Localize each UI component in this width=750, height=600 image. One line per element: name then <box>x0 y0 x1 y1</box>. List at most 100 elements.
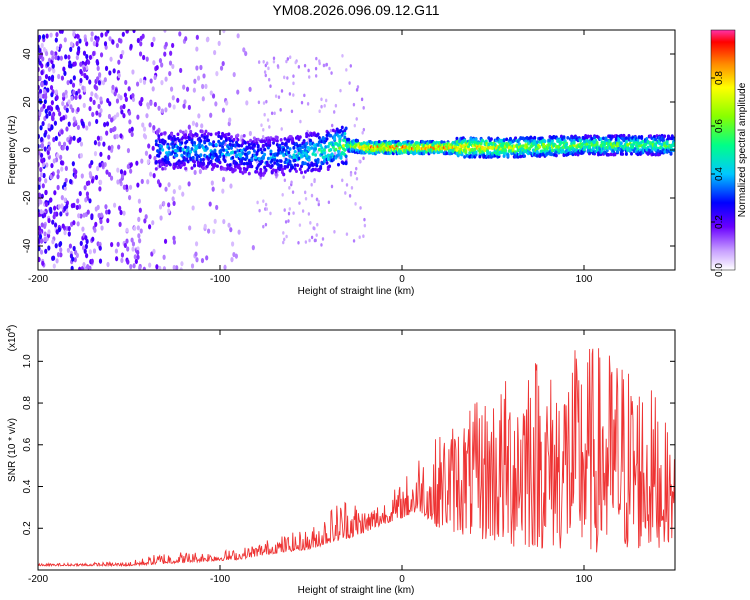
heatmap-cell <box>198 145 202 150</box>
heatmap-cell <box>291 190 295 194</box>
heatmap-cell <box>330 184 334 189</box>
heatmap-cell <box>74 90 79 97</box>
heatmap-cell <box>519 154 523 159</box>
heatmap-cell <box>142 54 146 61</box>
heatmap-cell <box>298 201 301 205</box>
heatmap-cell <box>49 32 53 38</box>
heatmap-cell <box>459 147 463 151</box>
heatmap-cell <box>139 41 143 47</box>
heatmap-cell <box>49 84 54 91</box>
heatmap-cell <box>521 144 525 148</box>
heatmap-cell <box>43 212 47 218</box>
heatmap-cell <box>586 134 590 139</box>
heatmap-cell <box>278 146 282 151</box>
heatmap-cell <box>200 129 204 134</box>
heatmap-cell <box>313 179 316 184</box>
heatmap-cell <box>54 54 58 60</box>
heatmap-cell <box>565 142 569 147</box>
heatmap-cell <box>363 217 366 222</box>
heatmap-cell <box>107 209 111 215</box>
snr-ytick-label: 1.0 <box>22 354 33 368</box>
heatmap-cell <box>98 258 103 264</box>
heatmap-cell <box>585 142 589 146</box>
heatmap-cell <box>219 65 224 71</box>
heatmap-cell <box>43 88 47 95</box>
heatmap-cell <box>58 111 62 117</box>
heatmap-cell <box>286 76 289 80</box>
heatmap-cell <box>44 189 48 196</box>
heatmap-cell <box>85 180 90 187</box>
heatmap-cell <box>306 168 310 172</box>
heatmap-cell <box>651 152 655 157</box>
heatmap-cell <box>280 167 284 172</box>
heatmap-cell <box>265 207 269 211</box>
heatmap-cell <box>55 31 59 38</box>
heatmap-cell <box>97 141 101 147</box>
heatmap-cell <box>275 159 279 163</box>
heatmap-cell <box>257 60 261 64</box>
heatmap-cell <box>78 94 82 100</box>
heatmap-cell <box>265 160 269 165</box>
heatmap-cell <box>613 152 617 157</box>
heatmap-cell <box>44 73 49 80</box>
heatmap-cell <box>51 255 56 261</box>
heatmap-cell <box>303 170 307 174</box>
heatmap-cell <box>151 220 155 226</box>
heatmap-cell <box>47 217 51 224</box>
heatmap-cell <box>232 71 236 78</box>
heatmap-cell <box>338 146 342 150</box>
spectrogram-ytick-label: 0 <box>22 147 33 153</box>
heatmap-cell <box>200 257 205 264</box>
heatmap-cell <box>362 156 365 161</box>
heatmap-cell <box>189 156 193 161</box>
heatmap-cell <box>506 154 510 158</box>
heatmap-cell <box>503 148 507 152</box>
heatmap-cell <box>85 125 89 131</box>
heatmap-cell <box>43 231 47 237</box>
heatmap-cell <box>179 67 183 74</box>
heatmap-cell <box>78 38 82 44</box>
heatmap-cell <box>417 145 421 149</box>
heatmap-cell <box>73 61 77 67</box>
heatmap-cell <box>301 209 305 213</box>
heatmap-cell <box>38 238 41 244</box>
heatmap-cell <box>242 47 246 53</box>
heatmap-cell <box>163 166 167 171</box>
heatmap-cell <box>59 55 63 61</box>
heatmap-cell <box>304 240 308 244</box>
heatmap-cell <box>53 190 57 196</box>
heatmap-cell <box>75 204 79 211</box>
heatmap-cell <box>43 146 47 152</box>
heatmap-cell <box>142 79 147 85</box>
heatmap-cell <box>286 164 290 169</box>
heatmap-cell <box>167 182 171 188</box>
heatmap-cell <box>234 253 238 259</box>
heatmap-cell <box>282 152 286 157</box>
heatmap-cell <box>256 145 260 149</box>
heatmap-cell <box>50 124 54 130</box>
heatmap-cell <box>315 197 319 202</box>
heatmap-cell <box>334 103 338 108</box>
heatmap-cell <box>160 108 164 114</box>
heatmap-cell <box>551 138 555 143</box>
heatmap-cell <box>42 103 46 109</box>
heatmap-cell <box>305 134 309 139</box>
heatmap-cell <box>115 133 119 139</box>
heatmap-cell <box>214 101 218 107</box>
heatmap-cell <box>215 71 219 77</box>
heatmap-cell <box>205 37 210 43</box>
heatmap-cell <box>303 93 306 98</box>
heatmap-cell <box>312 162 316 167</box>
heatmap-cell <box>360 97 364 102</box>
heatmap-cell <box>187 104 191 111</box>
heatmap-cell <box>142 133 147 139</box>
heatmap-cell <box>288 207 291 211</box>
heatmap-cell <box>164 163 168 167</box>
heatmap-cell <box>200 133 204 138</box>
heatmap-cell <box>95 38 99 44</box>
heatmap-cell <box>219 148 223 153</box>
heatmap-cell <box>196 160 200 165</box>
heatmap-cell <box>211 93 216 99</box>
heatmap-cell <box>89 96 93 102</box>
heatmap-cell <box>236 89 240 95</box>
